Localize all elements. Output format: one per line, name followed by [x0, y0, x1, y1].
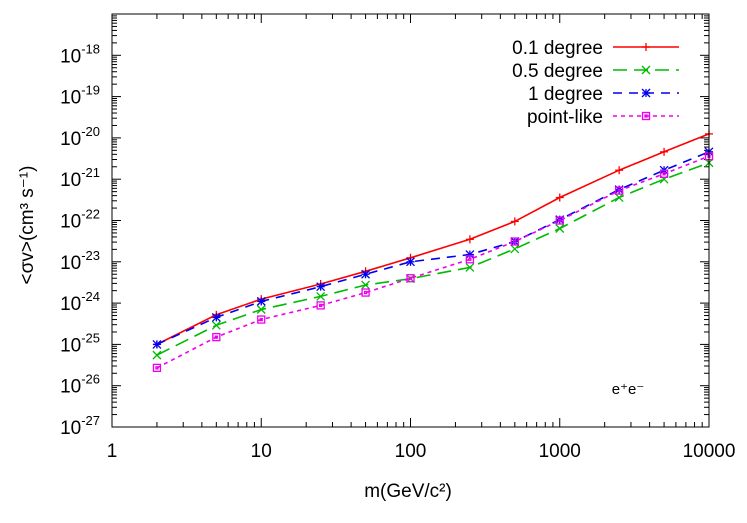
y-tick-label: 10-22	[60, 207, 100, 233]
x-ticks: 1 10 100 1000 10000	[107, 14, 736, 462]
data-point-square	[555, 216, 564, 225]
data-point-plus	[642, 43, 650, 51]
data-point-square	[152, 363, 162, 373]
x-tick-label: 10	[251, 441, 272, 462]
series-line	[156, 151, 710, 346]
data-point-cross	[316, 291, 326, 301]
y-tick-label: 10-20	[60, 124, 100, 150]
data-point-star	[465, 250, 475, 259]
data-point-plus	[660, 147, 669, 156]
data-point-cross	[555, 224, 565, 233]
data-point-star	[211, 312, 221, 322]
data-point-star	[510, 237, 520, 246]
y-axis-label: <σv>(cm³ s⁻¹)	[17, 166, 38, 285]
y-tick-label: 10-24	[60, 289, 100, 315]
x-tick-label: 10000	[683, 441, 736, 462]
data-point-cross	[659, 174, 669, 184]
data-point-square	[361, 288, 370, 297]
plot-frame	[111, 13, 710, 428]
data-point-star	[316, 282, 326, 292]
annotation-ee: e⁺e⁻	[612, 381, 645, 398]
data-point-square	[465, 255, 475, 264]
y-tick-label: 10-19	[60, 83, 100, 109]
data-point-cross	[465, 262, 475, 272]
y-tick-label: 10-18	[60, 41, 100, 67]
y-tick-label: 10-27	[60, 413, 100, 439]
data-point-cross	[510, 244, 520, 254]
data-point-plus	[615, 166, 624, 175]
legend-label: 1 degree	[528, 84, 603, 105]
legend-label: 0.5 degree	[512, 61, 603, 82]
data-point-plus	[510, 217, 519, 226]
data-point-star	[641, 88, 651, 98]
data-point-star	[152, 339, 162, 349]
data-point-plus	[555, 193, 564, 202]
series-line	[156, 133, 710, 346]
data-point-plus	[465, 235, 474, 244]
data-point-square	[659, 169, 669, 178]
data-point-square	[316, 301, 325, 310]
legend-label: point-like	[527, 107, 603, 128]
x-axis-label: m(GeV/c²)	[364, 481, 452, 502]
data-point-star	[256, 296, 266, 306]
x-tick-label: 1000	[539, 441, 581, 462]
data-point-cross	[152, 350, 162, 360]
series-line	[156, 155, 710, 369]
data-point-square	[406, 274, 415, 283]
y-ticks: 10-27 10-26 10-25 10-24 10-23 10-22 10-21 10-20…	[60, 15, 709, 439]
data-point-cross	[614, 193, 624, 202]
legend-label: 0.1 degree	[512, 38, 603, 59]
y-tick-label: 10-25	[60, 330, 100, 356]
y-tick-label: 10-23	[60, 248, 100, 274]
data-point-square	[510, 237, 519, 246]
data-point-star	[406, 257, 415, 267]
data-point-square	[614, 186, 624, 195]
data-point-cross	[211, 320, 221, 330]
data-point-square	[641, 111, 651, 121]
data-point-cross	[256, 305, 266, 314]
data-point-square	[257, 315, 266, 324]
data-point-star	[361, 269, 371, 279]
data-point-cross	[361, 280, 371, 290]
y-tick-label: 10-21	[60, 165, 100, 191]
series-line	[156, 162, 710, 356]
data-point-cross	[641, 65, 651, 75]
x-tick-label: 1	[107, 441, 118, 462]
plot-markers	[152, 129, 714, 373]
x-tick-label: 100	[395, 441, 427, 462]
plot-lines	[156, 133, 710, 369]
data-point-square	[212, 332, 221, 342]
y-tick-label: 10-26	[60, 372, 100, 398]
